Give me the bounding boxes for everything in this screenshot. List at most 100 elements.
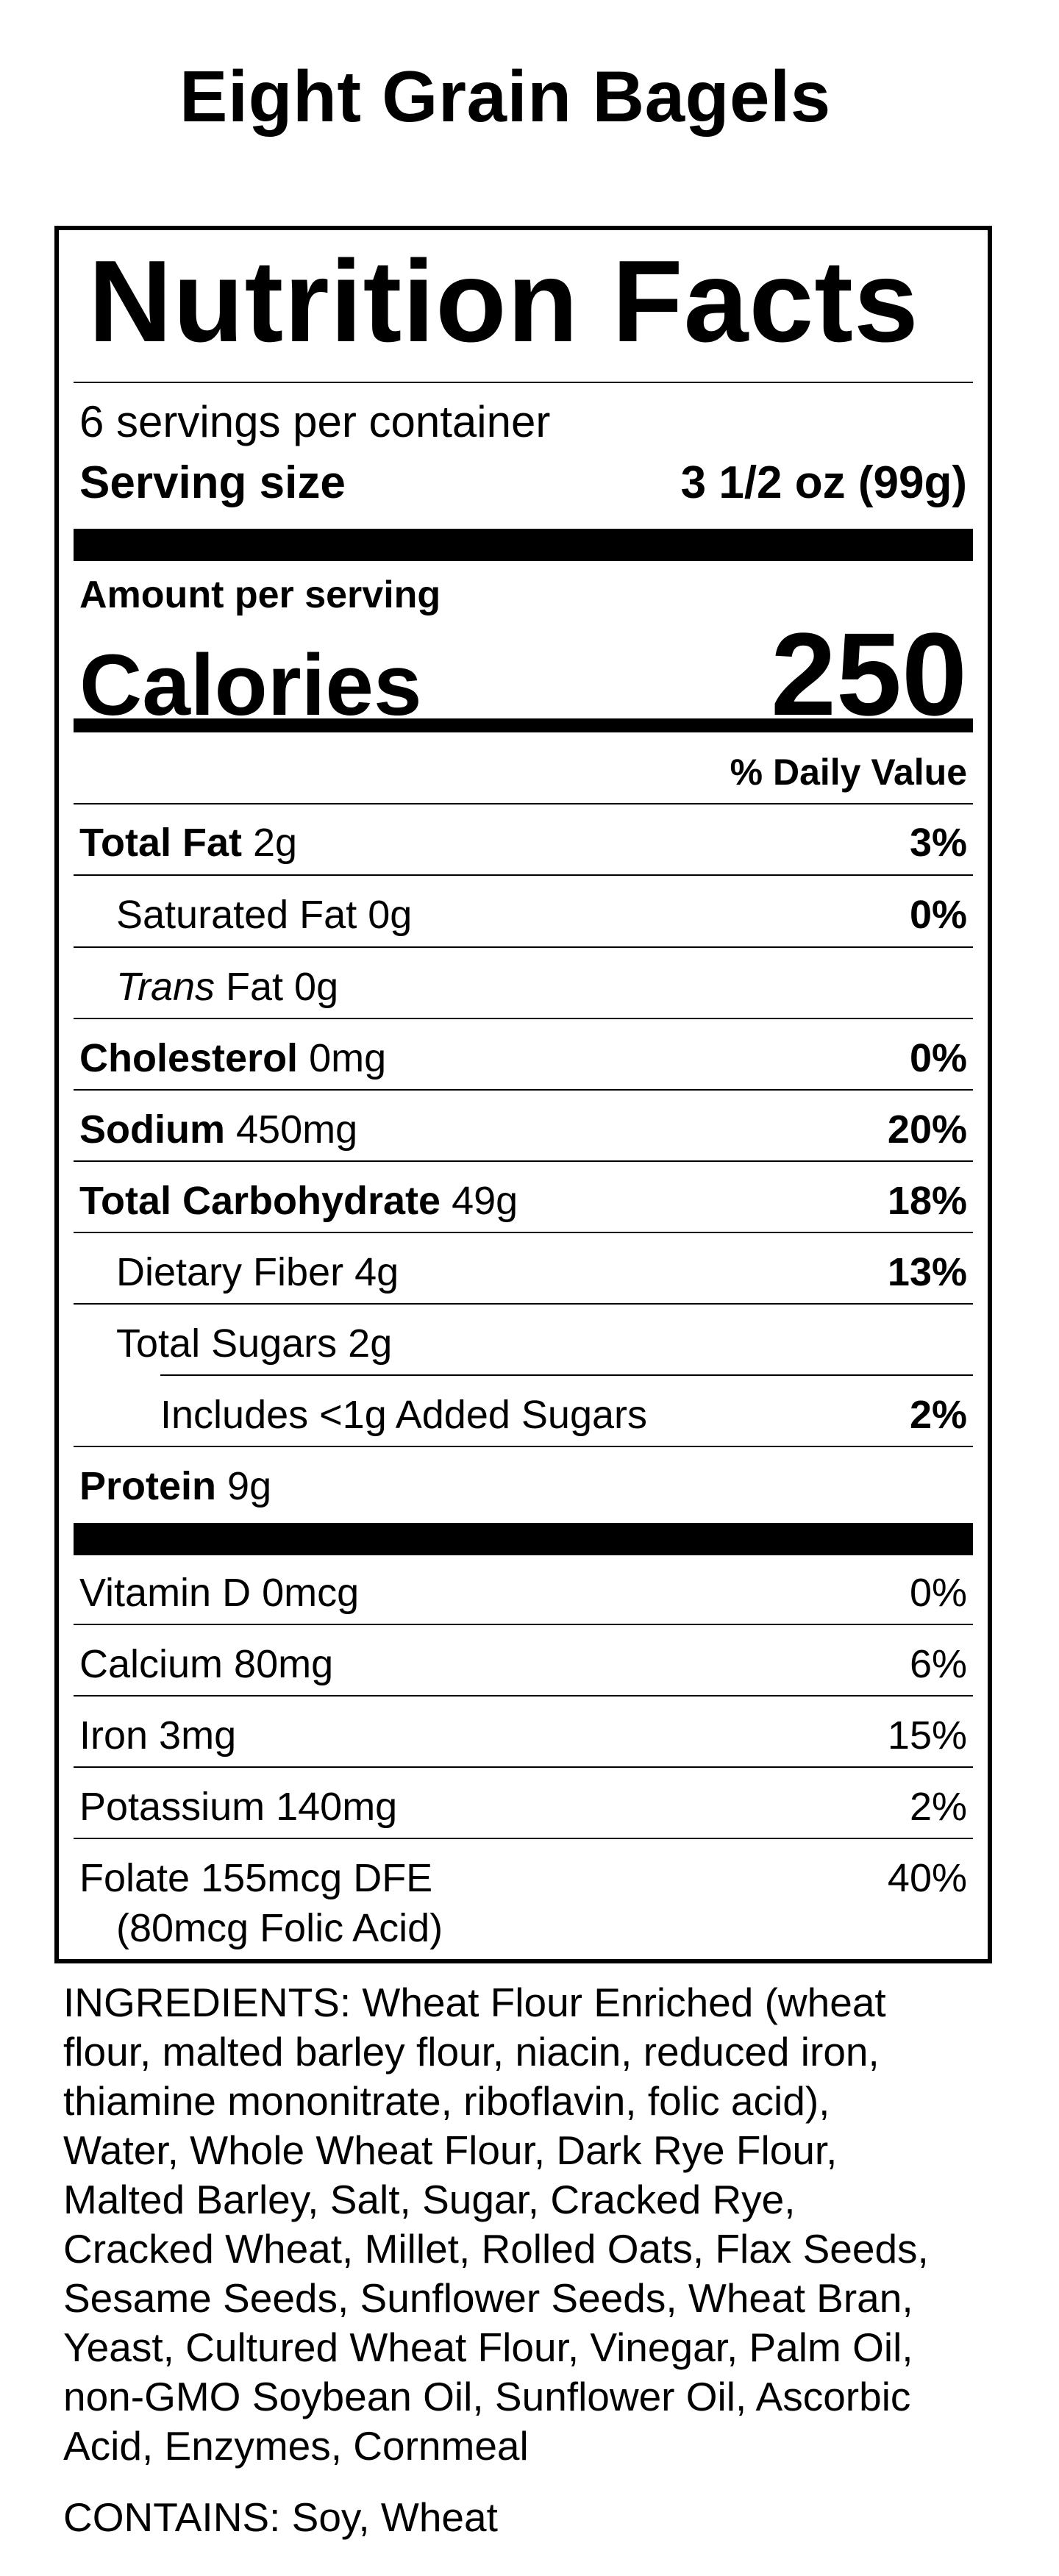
divider <box>74 1232 973 1233</box>
ingredients-line: non-GMO Soybean Oil, Sunflower Oil, Asco… <box>63 2374 911 2419</box>
ingredients-line: flour, malted barley flour, niacin, redu… <box>63 2029 880 2074</box>
folate-sub-row: (80mcg Folic Acid) <box>116 1908 973 1948</box>
nutrition-facts-panel: Nutrition Facts 6 servings per container… <box>54 226 992 1963</box>
total-carbohydrate-name: Total Carbohydrate 49g <box>79 1181 518 1221</box>
total-carbohydrate-amount: 49g <box>441 1179 518 1223</box>
divider <box>74 1160 973 1162</box>
calcium-label: Calcium 80mg <box>79 1642 334 1686</box>
divider <box>74 1624 973 1625</box>
ingredients-line: INGREDIENTS: Wheat Flour Enriched (wheat <box>63 1980 886 2025</box>
folate-sub-label: (80mcg Folic Acid) <box>116 1906 443 1950</box>
total-carbohydrate-row: Total Carbohydrate 49g 18% <box>79 1181 967 1221</box>
thick-divider <box>74 1523 973 1555</box>
amount-per-serving-row: Amount per serving <box>79 576 973 614</box>
vitamin-d-row: Vitamin D 0mcg 0% <box>79 1573 967 1613</box>
cholesterol-row: Cholesterol 0mg 0% <box>79 1038 967 1078</box>
total-carbohydrate-dv: 18% <box>887 1179 967 1223</box>
contains-allergens: CONTAINS: Soy, Wheat <box>63 2494 498 2540</box>
potassium-row: Potassium 140mg 2% <box>79 1787 967 1827</box>
calories-value: 250 <box>771 608 967 740</box>
thick-divider <box>74 529 973 561</box>
cholesterol-label: Cholesterol <box>79 1036 299 1080</box>
ingredients-line: Malted Barley, Salt, Sugar, Cracked Rye, <box>63 2177 796 2222</box>
ingredients-line: Cracked Wheat, Millet, Rolled Oats, Flax… <box>63 2226 929 2272</box>
iron-label: Iron 3mg <box>79 1713 237 1758</box>
protein-amount: 9g <box>216 1464 272 1508</box>
servings-per-container: 6 servings per container <box>79 397 551 446</box>
daily-value-header-row: % Daily Value <box>74 754 967 791</box>
ingredients-line: Water, Whole Wheat Flour, Dark Rye Flour… <box>63 2127 838 2173</box>
potassium-dv: 2% <box>909 1785 967 1829</box>
trans-fat-name: Trans Fat 0g <box>116 967 338 1007</box>
total-sugars-row: Total Sugars 2g <box>116 1324 967 1363</box>
nutrition-facts-title: Nutrition Facts <box>88 237 919 366</box>
daily-value-header: % Daily Value <box>730 752 967 793</box>
ingredients-line: Sesame Seeds, Sunflower Seeds, Wheat Bra… <box>63 2275 913 2321</box>
total-fat-label: Total Fat <box>79 821 242 865</box>
folate-row: Folate 155mcg DFE 40% <box>79 1858 967 1898</box>
saturated-fat-row: Saturated Fat 0g 0% <box>116 895 967 935</box>
folate-dv: 40% <box>887 1856 967 1900</box>
total-fat-amount: 2g <box>241 821 298 865</box>
protein-name: Protein 9g <box>79 1466 271 1506</box>
total-carbohydrate-label: Total Carbohydrate <box>79 1179 441 1223</box>
serving-size-row: Serving size 3 1/2 oz (99g) <box>79 460 967 506</box>
servings-per-container-row: 6 servings per container <box>79 400 973 444</box>
added-sugars-label: Includes <1g Added Sugars <box>160 1393 648 1437</box>
saturated-fat-label: Saturated Fat 0g <box>116 893 413 937</box>
cholesterol-amount: 0mg <box>298 1036 387 1080</box>
total-fat-name: Total Fat 2g <box>79 823 297 863</box>
sodium-amount: 450mg <box>225 1107 358 1152</box>
nutrition-facts-inner: Nutrition Facts 6 servings per container… <box>74 230 973 1959</box>
divider <box>74 1089 973 1091</box>
serving-size-label: Serving size <box>79 457 346 508</box>
divider <box>74 1303 973 1305</box>
dietary-fiber-label: Dietary Fiber 4g <box>116 1250 399 1294</box>
sodium-name: Sodium 450mg <box>79 1110 357 1149</box>
protein-label: Protein <box>79 1464 217 1508</box>
total-fat-dv: 3% <box>909 821 967 865</box>
product-title: Eight Grain Bagels <box>179 56 831 137</box>
divider <box>74 803 973 804</box>
potassium-label: Potassium 140mg <box>79 1785 398 1829</box>
ingredients-text: INGREDIENTS: Wheat Flour Enriched (wheat… <box>63 1978 1012 2471</box>
trans-fat-row: Trans Fat 0g <box>116 967 967 1007</box>
ingredients-line: Acid, Enzymes, Cornmeal <box>63 2423 529 2469</box>
serving-size-value: 3 1/2 oz (99g) <box>680 457 967 508</box>
vitamin-d-label: Vitamin D 0mcg <box>79 1571 360 1615</box>
trans-fat-rest: Fat 0g <box>215 965 339 1009</box>
calories-label: Calories <box>79 637 422 734</box>
divider <box>74 1695 973 1696</box>
cholesterol-dv: 0% <box>909 1036 967 1080</box>
divider <box>74 382 973 383</box>
divider <box>74 1838 973 1839</box>
medium-divider <box>74 718 973 732</box>
ingredients-line: thiamine mononitrate, riboflavin, folic … <box>63 2078 830 2124</box>
total-fat-row: Total Fat 2g 3% <box>79 823 967 863</box>
divider <box>74 1446 973 1447</box>
dietary-fiber-row: Dietary Fiber 4g 13% <box>116 1252 967 1292</box>
divider <box>74 1766 973 1768</box>
cholesterol-name: Cholesterol 0mg <box>79 1038 386 1078</box>
calories-row: Calories 250 <box>79 616 967 733</box>
saturated-fat-dv: 0% <box>909 893 967 937</box>
divider-indented <box>160 1374 973 1376</box>
vitamin-d-dv: 0% <box>909 1571 967 1615</box>
ingredients-line: Yeast, Cultured Wheat Flour, Vinegar, Pa… <box>63 2325 913 2370</box>
amount-per-serving: Amount per serving <box>79 574 441 616</box>
divider <box>74 1018 973 1019</box>
calcium-row: Calcium 80mg 6% <box>79 1644 967 1684</box>
folate-label: Folate 155mcg DFE <box>79 1856 433 1900</box>
divider <box>74 874 973 876</box>
protein-row: Protein 9g <box>79 1466 967 1506</box>
divider <box>74 946 973 948</box>
total-sugars-label: Total Sugars 2g <box>116 1321 393 1366</box>
iron-row: Iron 3mg 15% <box>79 1716 967 1755</box>
iron-dv: 15% <box>887 1713 967 1758</box>
dietary-fiber-dv: 13% <box>887 1250 967 1294</box>
added-sugars-dv: 2% <box>909 1393 967 1437</box>
trans-fat-italic: Trans <box>116 965 215 1009</box>
sodium-dv: 20% <box>887 1107 967 1152</box>
sodium-row: Sodium 450mg 20% <box>79 1110 967 1149</box>
added-sugars-row: Includes <1g Added Sugars 2% <box>160 1395 967 1435</box>
